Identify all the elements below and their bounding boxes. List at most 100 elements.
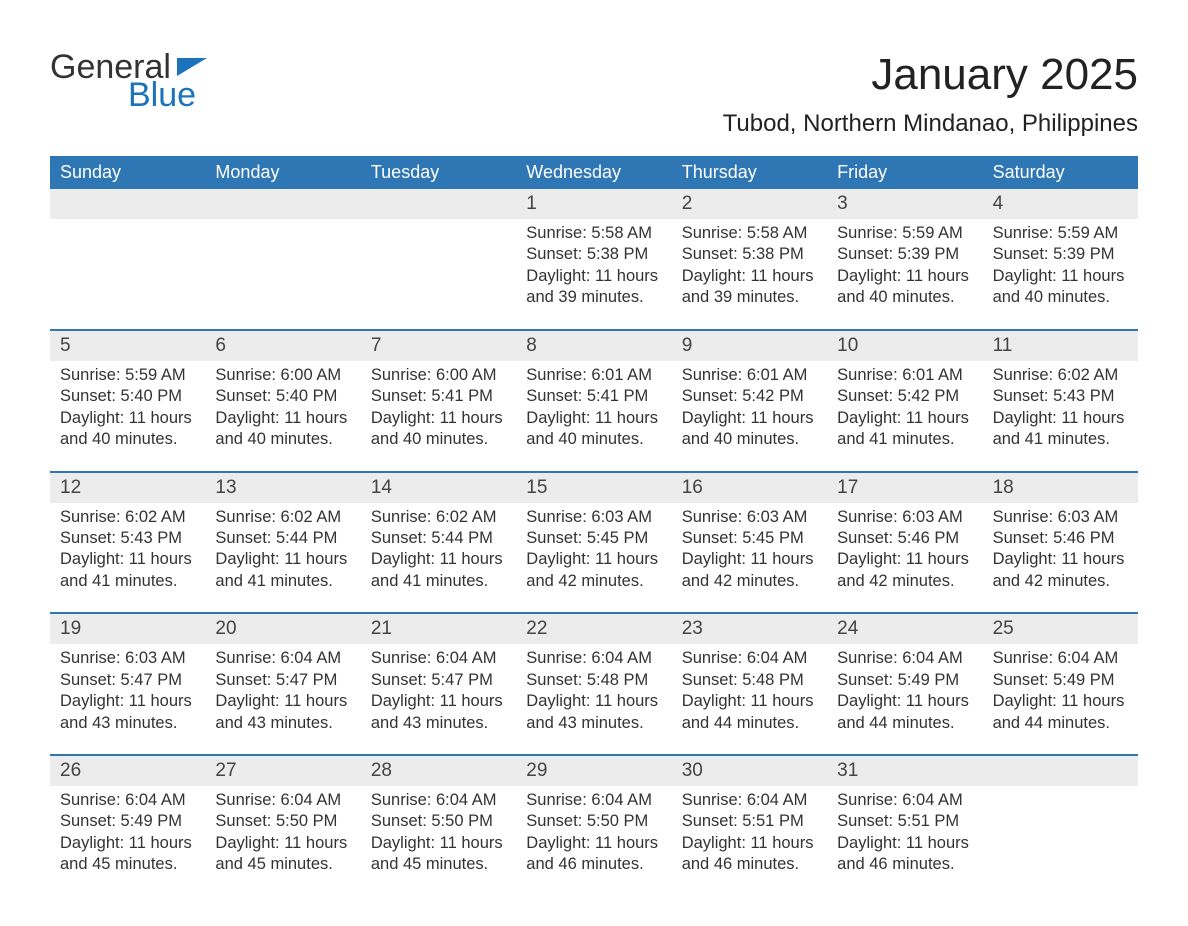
day-header: Monday <box>205 156 360 189</box>
daylight-text: and 46 minutes. <box>682 854 817 875</box>
daynum: 17 <box>827 473 982 503</box>
day-cell: Sunrise: 6:04 AM Sunset: 5:50 PM Dayligh… <box>361 786 516 896</box>
sunrise-text: Sunrise: 6:02 AM <box>215 507 350 528</box>
daynum: 23 <box>672 614 827 644</box>
daylight-text: Daylight: 11 hours <box>526 691 661 712</box>
daylight-text: and 40 minutes. <box>215 429 350 450</box>
day-cell: Sunrise: 6:03 AM Sunset: 5:45 PM Dayligh… <box>672 503 827 613</box>
daylight-text: Daylight: 11 hours <box>526 833 661 854</box>
daylight-text: Daylight: 11 hours <box>371 408 506 429</box>
sunset-text: Sunset: 5:46 PM <box>837 528 972 549</box>
daylight-text: and 44 minutes. <box>993 713 1128 734</box>
sunrise-text: Sunrise: 5:59 AM <box>60 365 195 386</box>
day-header: Wednesday <box>516 156 671 189</box>
daynum: 7 <box>361 331 516 361</box>
daylight-text: and 40 minutes. <box>993 287 1128 308</box>
day-header: Tuesday <box>361 156 516 189</box>
day-cell: Sunrise: 6:02 AM Sunset: 5:43 PM Dayligh… <box>50 503 205 613</box>
sunset-text: Sunset: 5:47 PM <box>371 670 506 691</box>
daylight-text: Daylight: 11 hours <box>215 549 350 570</box>
sunrise-text: Sunrise: 6:03 AM <box>526 507 661 528</box>
daylight-text: and 42 minutes. <box>526 571 661 592</box>
daynum: 27 <box>205 756 360 786</box>
daylight-text: and 41 minutes. <box>371 571 506 592</box>
sunrise-text: Sunrise: 5:59 AM <box>837 223 972 244</box>
day-cell: Sunrise: 6:00 AM Sunset: 5:40 PM Dayligh… <box>205 361 360 471</box>
sunset-text: Sunset: 5:41 PM <box>526 386 661 407</box>
daylight-text: and 45 minutes. <box>215 854 350 875</box>
daylight-text: Daylight: 11 hours <box>60 408 195 429</box>
sunset-text: Sunset: 5:43 PM <box>993 386 1128 407</box>
day-cell: Sunrise: 6:04 AM Sunset: 5:49 PM Dayligh… <box>983 644 1138 754</box>
daylight-text: Daylight: 11 hours <box>993 691 1128 712</box>
sunset-text: Sunset: 5:50 PM <box>371 811 506 832</box>
daylight-text: Daylight: 11 hours <box>526 549 661 570</box>
sunrise-text: Sunrise: 6:03 AM <box>993 507 1128 528</box>
daynum: 2 <box>672 189 827 219</box>
daylight-text: and 40 minutes. <box>526 429 661 450</box>
sunrise-text: Sunrise: 6:04 AM <box>371 790 506 811</box>
day-cell: Sunrise: 6:03 AM Sunset: 5:46 PM Dayligh… <box>827 503 982 613</box>
daylight-text: and 43 minutes. <box>371 713 506 734</box>
daynum: 5 <box>50 331 205 361</box>
day-cell: Sunrise: 6:04 AM Sunset: 5:51 PM Dayligh… <box>827 786 982 896</box>
daynum: 11 <box>983 331 1138 361</box>
sunset-text: Sunset: 5:47 PM <box>215 670 350 691</box>
sunrise-text: Sunrise: 5:58 AM <box>526 223 661 244</box>
daylight-text: Daylight: 11 hours <box>215 691 350 712</box>
daylight-text: and 43 minutes. <box>526 713 661 734</box>
daynum: 28 <box>361 756 516 786</box>
week-row: Sunrise: 5:59 AM Sunset: 5:40 PM Dayligh… <box>50 361 1138 471</box>
header-row: General Blue January 2025 Tubod, Norther… <box>50 50 1138 138</box>
daylight-text: Daylight: 11 hours <box>682 691 817 712</box>
day-cell: Sunrise: 6:00 AM Sunset: 5:41 PM Dayligh… <box>361 361 516 471</box>
daynum-empty <box>361 189 516 219</box>
daylight-text: Daylight: 11 hours <box>837 408 972 429</box>
daylight-text: Daylight: 11 hours <box>993 408 1128 429</box>
daynum-empty <box>983 756 1138 786</box>
sunset-text: Sunset: 5:41 PM <box>371 386 506 407</box>
daylight-text: Daylight: 11 hours <box>215 833 350 854</box>
sunset-text: Sunset: 5:49 PM <box>60 811 195 832</box>
week-row: Sunrise: 5:58 AM Sunset: 5:38 PM Dayligh… <box>50 219 1138 329</box>
daynum: 22 <box>516 614 671 644</box>
daylight-text: Daylight: 11 hours <box>60 833 195 854</box>
daylight-text: and 39 minutes. <box>682 287 817 308</box>
day-cell: Sunrise: 6:03 AM Sunset: 5:45 PM Dayligh… <box>516 503 671 613</box>
sunrise-text: Sunrise: 6:04 AM <box>526 648 661 669</box>
daynum: 15 <box>516 473 671 503</box>
daylight-text: and 46 minutes. <box>526 854 661 875</box>
sunrise-text: Sunrise: 6:04 AM <box>526 790 661 811</box>
sunrise-text: Sunrise: 6:04 AM <box>837 790 972 811</box>
daynum: 9 <box>672 331 827 361</box>
sunset-text: Sunset: 5:45 PM <box>682 528 817 549</box>
day-header: Thursday <box>672 156 827 189</box>
sunrise-text: Sunrise: 6:01 AM <box>526 365 661 386</box>
daylight-text: Daylight: 11 hours <box>371 691 506 712</box>
day-header: Saturday <box>983 156 1138 189</box>
sunrise-text: Sunrise: 6:03 AM <box>60 648 195 669</box>
daynum: 10 <box>827 331 982 361</box>
daylight-text: and 40 minutes. <box>682 429 817 450</box>
sunset-text: Sunset: 5:39 PM <box>993 244 1128 265</box>
day-cell: Sunrise: 6:04 AM Sunset: 5:48 PM Dayligh… <box>672 644 827 754</box>
day-cell: Sunrise: 5:58 AM Sunset: 5:38 PM Dayligh… <box>672 219 827 329</box>
daynum-empty <box>50 189 205 219</box>
daylight-text: and 42 minutes. <box>993 571 1128 592</box>
day-cell: Sunrise: 6:04 AM Sunset: 5:49 PM Dayligh… <box>50 786 205 896</box>
sunset-text: Sunset: 5:38 PM <box>526 244 661 265</box>
sunrise-text: Sunrise: 6:02 AM <box>993 365 1128 386</box>
day-cell: Sunrise: 6:04 AM Sunset: 5:47 PM Dayligh… <box>361 644 516 754</box>
daynum: 4 <box>983 189 1138 219</box>
sunrise-text: Sunrise: 6:04 AM <box>682 648 817 669</box>
sunset-text: Sunset: 5:44 PM <box>371 528 506 549</box>
sunset-text: Sunset: 5:48 PM <box>682 670 817 691</box>
daynum: 21 <box>361 614 516 644</box>
sunrise-text: Sunrise: 5:59 AM <box>993 223 1128 244</box>
day-cell: Sunrise: 6:04 AM Sunset: 5:51 PM Dayligh… <box>672 786 827 896</box>
day-cell-empty <box>205 219 360 329</box>
sunrise-text: Sunrise: 6:02 AM <box>371 507 506 528</box>
sunset-text: Sunset: 5:49 PM <box>993 670 1128 691</box>
sunrise-text: Sunrise: 6:04 AM <box>215 648 350 669</box>
daylight-text: and 45 minutes. <box>60 854 195 875</box>
